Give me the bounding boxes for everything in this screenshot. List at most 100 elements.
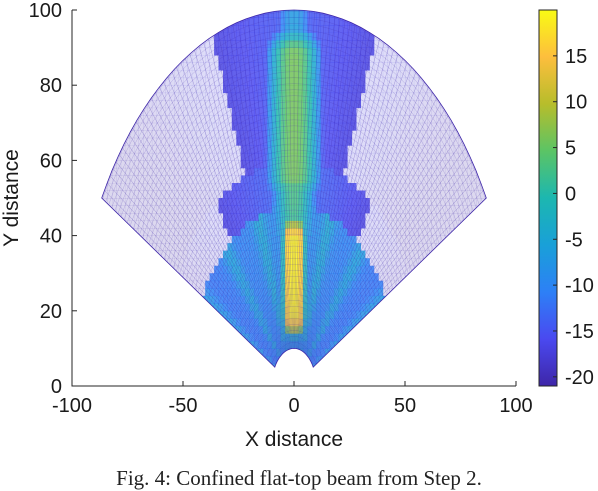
- field-cell: [449, 130, 455, 139]
- field-cell: [307, 235, 313, 244]
- field-cell: [262, 137, 268, 146]
- field-cell: [271, 280, 277, 289]
- field-cell: [240, 348, 246, 357]
- field-cell: [418, 175, 424, 184]
- field-cell: [311, 303, 317, 312]
- field-cell: [445, 167, 450, 176]
- field-cell: [338, 265, 344, 274]
- mesh-radial-line: [296, 12, 320, 349]
- field-cell: [338, 10, 344, 18]
- field-cell: [445, 137, 450, 146]
- field-cell: [413, 348, 419, 357]
- field-cell: [259, 371, 264, 379]
- field-cell: [156, 100, 162, 109]
- field-cell: [129, 273, 135, 282]
- field-cell: [436, 235, 441, 244]
- field-cell: [378, 213, 384, 221]
- field-cell: [280, 273, 286, 282]
- field-cell: [453, 325, 459, 334]
- field-cell: [422, 340, 428, 349]
- field-cell: [369, 77, 375, 86]
- field-cell: [316, 55, 321, 63]
- field-cell: [413, 235, 419, 244]
- field-cell: [405, 280, 410, 289]
- field-cell: [356, 183, 361, 191]
- field-cell: [151, 205, 157, 214]
- field-cell: [103, 243, 108, 251]
- field-cell: [120, 220, 126, 229]
- field-cell: [183, 198, 188, 206]
- field-cell: [231, 348, 237, 357]
- field-cell: [316, 47, 321, 56]
- field-cell: [351, 363, 357, 368]
- field-cell: [449, 379, 454, 387]
- field-cell: [298, 145, 304, 154]
- field-cell: [307, 265, 313, 274]
- field-cell: [240, 265, 246, 274]
- field-cell: [187, 122, 193, 131]
- field-cell: [378, 333, 384, 342]
- field-cell: [218, 160, 224, 169]
- field-cell: [240, 363, 246, 368]
- field-cell: [143, 228, 148, 236]
- field-cell: [373, 40, 379, 48]
- field-cell: [236, 40, 242, 48]
- field-cell: [227, 25, 233, 33]
- field-cell: [360, 348, 366, 357]
- field-cell: [445, 265, 450, 274]
- field-cell: [196, 258, 202, 267]
- field-cell: [307, 25, 313, 33]
- field-cell: [391, 280, 397, 289]
- field-cell: [245, 258, 250, 267]
- field-cell: [422, 92, 428, 101]
- field-cell: [231, 288, 237, 297]
- field-cell: [107, 265, 113, 274]
- x-axis-ticks: -100 -50 0 50 100: [52, 381, 533, 417]
- field-cell: [249, 167, 255, 176]
- field-cell: [227, 190, 233, 199]
- field-cell: [151, 152, 157, 161]
- field-cell: [267, 303, 273, 312]
- field-cell: [481, 379, 486, 387]
- mesh-radial-line: [288, 10, 294, 349]
- field-cell: [169, 243, 175, 251]
- field-cell: [365, 348, 370, 357]
- field-cell: [240, 258, 246, 267]
- field-cell: [262, 190, 268, 199]
- field-cell: [276, 205, 281, 214]
- field-cell: [307, 288, 313, 297]
- field-cell: [302, 183, 308, 191]
- field-cell: [365, 273, 370, 282]
- field-cell: [151, 107, 157, 116]
- field-cell: [289, 250, 295, 259]
- field-cell: [480, 258, 486, 267]
- field-cell: [151, 198, 157, 206]
- field-cell: [200, 55, 206, 63]
- field-cell: [258, 243, 264, 251]
- field-cell: [116, 220, 122, 229]
- field-cell: [231, 62, 237, 71]
- field-cell: [471, 295, 477, 304]
- field-cell: [325, 273, 330, 282]
- field-cell: [129, 220, 135, 229]
- field-cell: [458, 265, 464, 274]
- field-cell: [227, 318, 233, 327]
- field-cell: [183, 348, 188, 357]
- colorbar-tick-label: -20: [565, 367, 594, 389]
- field-cell: [351, 115, 357, 124]
- field-cell: [249, 130, 255, 139]
- field-cell: [347, 25, 353, 33]
- field-cell: [369, 325, 375, 334]
- field-cell: [298, 280, 304, 289]
- field-cell: [356, 137, 361, 146]
- field-cell: [427, 273, 432, 282]
- field-cell: [276, 32, 281, 41]
- field-cell: [262, 175, 268, 184]
- field-cell: [307, 70, 313, 79]
- field-cell: [205, 265, 210, 274]
- field-cell: [325, 190, 330, 199]
- field-cell: [240, 10, 246, 18]
- mesh-arc-line: [206, 215, 382, 302]
- field-cell: [413, 288, 419, 297]
- field-cell: [227, 220, 233, 229]
